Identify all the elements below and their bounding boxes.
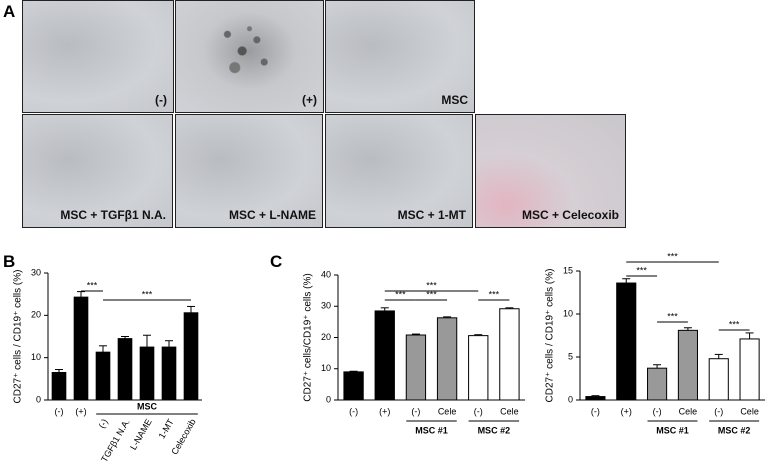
y-tick-label: 0 xyxy=(326,394,331,404)
bar xyxy=(374,310,395,401)
y-tick-label: 10 xyxy=(31,352,41,362)
y-tick-label: 10 xyxy=(321,363,331,373)
bar xyxy=(708,358,729,401)
y-axis-label: CD27⁺ cells/CD19⁺ cells (%) xyxy=(303,273,314,401)
bar xyxy=(677,329,698,401)
group-label: MSC #2 xyxy=(718,425,751,435)
x-tick-label: (+) xyxy=(621,406,632,416)
bar xyxy=(51,371,67,401)
image-label: MSC xyxy=(441,93,468,107)
significance-label: *** xyxy=(87,280,98,290)
micrograph: MSC + TGFβ1 N.A. xyxy=(22,114,173,228)
x-tick-label: (+) xyxy=(379,406,390,416)
y-tick-label: 10 xyxy=(563,308,573,318)
group-label: MSC xyxy=(137,401,158,411)
x-tick-label: Cele xyxy=(500,406,519,416)
bar xyxy=(139,346,155,401)
panel-label: A xyxy=(3,2,16,21)
significance-label: *** xyxy=(636,265,647,275)
bar xyxy=(436,317,458,401)
x-tick-label: (-) xyxy=(591,406,600,416)
y-tick-label: 5 xyxy=(568,351,573,361)
x-tick-label: Cele xyxy=(679,406,698,416)
significance-label: *** xyxy=(489,289,500,299)
significance-label: *** xyxy=(667,251,678,261)
x-tick-label: (-) xyxy=(55,406,64,416)
x-tick-label: (-) xyxy=(714,406,723,416)
bar xyxy=(117,338,133,401)
y-axis-label: CD27⁺ cells / CD19⁺ cells (%) xyxy=(545,269,556,403)
image-label: MSC + L-NAME xyxy=(229,208,316,222)
micrograph: MSC + L-NAME xyxy=(175,114,323,228)
y-tick-label: 30 xyxy=(31,267,41,277)
image-label: (-) xyxy=(155,93,167,107)
x-tick-label: Cele xyxy=(740,406,759,416)
x-tick-label: (-) xyxy=(474,406,483,416)
y-tick-label: 20 xyxy=(321,332,331,342)
panel-label: C xyxy=(270,252,283,271)
bar xyxy=(95,351,111,401)
y-axis-label: CD27⁺ cells / CD19⁺ cells (%) xyxy=(13,270,24,404)
x-tick-label: 1-MT xyxy=(157,417,176,441)
x-tick-label: (-) xyxy=(411,406,420,416)
y-tick-label: 30 xyxy=(321,301,331,311)
micrograph: MSC + 1-MT xyxy=(325,114,473,228)
bar xyxy=(739,338,760,401)
significance-label: *** xyxy=(142,289,153,299)
x-tick-label: Cele xyxy=(438,406,457,416)
bar xyxy=(499,308,520,401)
bar xyxy=(73,296,89,401)
image-label: MSC + TGFβ1 N.A. xyxy=(60,208,166,222)
y-tick-label: 20 xyxy=(31,310,41,320)
bar xyxy=(183,312,199,401)
x-tick-label: (-) xyxy=(653,406,662,416)
y-tick-label: 15 xyxy=(563,265,573,275)
significance-label: *** xyxy=(426,280,437,290)
bar xyxy=(343,371,364,401)
bar xyxy=(161,346,177,401)
y-tick-label: 0 xyxy=(36,394,41,404)
significance-label: *** xyxy=(729,319,740,329)
y-tick-label: 40 xyxy=(321,269,331,279)
bar xyxy=(468,335,489,401)
x-tick-label: (-) xyxy=(97,417,110,430)
significance-label: *** xyxy=(426,289,437,299)
y-tick-label: 0 xyxy=(568,394,573,404)
image-label: (+) xyxy=(302,93,317,107)
bar xyxy=(616,282,637,401)
micrograph: MSC xyxy=(325,0,475,113)
group-label: MSC #1 xyxy=(656,425,689,435)
significance-label: *** xyxy=(667,311,678,321)
image-label: MSC + Celecoxib xyxy=(521,208,619,222)
micrograph: MSC + Celecoxib xyxy=(475,114,626,228)
x-tick-label: (-) xyxy=(349,406,358,416)
significance-label: *** xyxy=(395,289,406,299)
panel-label: B xyxy=(3,252,16,271)
group-label: MSC #1 xyxy=(415,425,448,435)
x-tick-label: L-NAME xyxy=(128,417,154,451)
bar xyxy=(585,396,606,401)
x-tick-label: (+) xyxy=(75,406,86,416)
image-label: MSC + 1-MT xyxy=(397,208,466,222)
micrograph: (+) xyxy=(175,0,324,113)
micrograph: (-) xyxy=(22,0,174,113)
bar xyxy=(647,367,668,401)
group-label: MSC #2 xyxy=(478,425,511,435)
bar xyxy=(405,334,427,401)
